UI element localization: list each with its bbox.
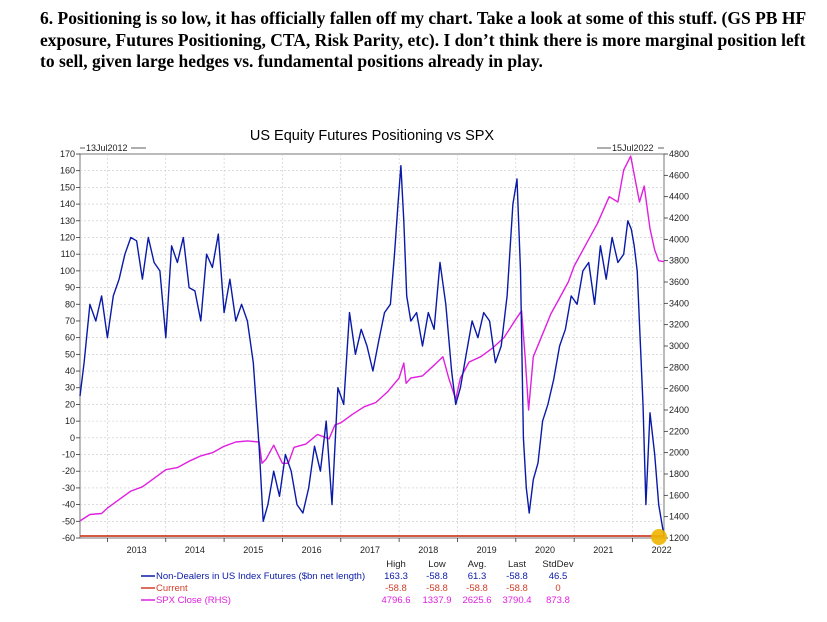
start-date-label: 13Jul2012	[86, 143, 128, 153]
right-tick-label: 4000	[669, 234, 689, 244]
right-tick-label: 4400	[669, 192, 689, 202]
legend-label-positioning: Non-Dealers in US Index Futures ($bn net…	[156, 571, 365, 582]
left-tick-label: 70	[65, 316, 75, 326]
left-tick-label: -30	[62, 483, 75, 493]
stats-table: High Low Avg. Last StdDev 163.3 -58.8 61…	[381, 559, 573, 606]
x-tick-label: 2021	[593, 545, 613, 555]
last-value-highlight	[651, 529, 667, 545]
article-heading: 6. Positioning is so low, it has officia…	[40, 8, 806, 71]
left-tick-label: 80	[65, 299, 75, 309]
right-tick-label: 3600	[669, 277, 689, 287]
left-axis: -60 -50 -40 -30 -20 -10 0 10 20 30 40 50 60 70 80 90 100…	[60, 149, 80, 543]
right-tick-label: 2000	[669, 448, 689, 458]
left-tick-label: 110	[61, 249, 75, 259]
stat-pos-last: -58.8	[506, 571, 528, 582]
stat-cur-last: -58.8	[506, 583, 528, 594]
stat-pos-avg: 61.3	[468, 571, 487, 582]
series-line-positioning	[79, 164, 665, 537]
right-tick-label: 3400	[669, 298, 689, 308]
left-tick-label: 160	[60, 166, 75, 176]
left-tick-label: 100	[60, 266, 75, 276]
x-tick-label: 2015	[243, 545, 263, 555]
right-tick-label: 4600	[669, 170, 689, 180]
left-tick-label: 20	[65, 399, 75, 409]
legend-label-spx: SPX Close (RHS)	[156, 595, 231, 606]
left-tick-label: 150	[60, 182, 75, 192]
left-tick-label: -60	[62, 533, 75, 543]
right-tick-label: 1400	[669, 512, 689, 522]
left-tick-label: 130	[60, 216, 75, 226]
left-tick-label: 90	[65, 283, 75, 293]
x-tick-label: 2018	[418, 545, 438, 555]
stat-header-stddev: StdDev	[542, 559, 573, 570]
plot-area	[79, 153, 665, 539]
stat-pos-high: 163.3	[384, 571, 408, 582]
x-tick-label: 2022	[652, 545, 672, 555]
end-date-label: 15Jul2022	[612, 143, 654, 153]
chart-title: US Equity Futures Positioning vs SPX	[250, 128, 495, 144]
right-tick-label: 2600	[669, 384, 689, 394]
stat-spx-avg: 2625.6	[462, 595, 491, 606]
right-tick-label: 2800	[669, 362, 689, 372]
right-axis: 1200 1400 1600 1800 2000 2200 2400 2600 2800 3000…	[664, 149, 689, 543]
left-tick-label: 40	[65, 366, 75, 376]
left-tick-label: 50	[65, 349, 75, 359]
stat-pos-stddev: 46.5	[549, 571, 568, 582]
left-tick-label: 10	[65, 416, 75, 426]
right-tick-label: 1200	[669, 533, 689, 543]
legend: Non-Dealers in US Index Futures ($bn net…	[141, 571, 365, 606]
x-tick-label: 2020	[535, 545, 555, 555]
right-tick-label: 3800	[669, 256, 689, 266]
left-tick-label: 0	[70, 433, 75, 443]
stat-spx-low: 1337.9	[422, 595, 451, 606]
x-tick-label: 2017	[360, 545, 380, 555]
right-tick-label: 2200	[669, 426, 689, 436]
right-tick-label: 4200	[669, 213, 689, 223]
stat-cur-avg: -58.8	[466, 583, 488, 594]
series-line-spx	[79, 155, 665, 522]
left-tick-label: 60	[65, 333, 75, 343]
left-tick-label: -50	[62, 516, 75, 526]
legend-label-current: Current	[156, 583, 188, 594]
stat-header-high: High	[386, 559, 406, 570]
stat-cur-high: -58.8	[385, 583, 407, 594]
stat-spx-last: 3790.4	[502, 595, 531, 606]
left-tick-label: 120	[60, 232, 75, 242]
x-tick-label: 2014	[185, 545, 205, 555]
stat-header-low: Low	[428, 559, 446, 570]
left-tick-label: 170	[60, 149, 75, 159]
stat-cur-stddev: 0	[555, 583, 560, 594]
x-tick-label: 2013	[127, 545, 147, 555]
right-tick-label: 4800	[669, 149, 689, 159]
left-tick-label: 30	[65, 383, 75, 393]
stat-pos-low: -58.8	[426, 571, 448, 582]
x-tick-label: 2019	[477, 545, 497, 555]
x-tick-label: 2016	[302, 545, 322, 555]
series-layer	[79, 155, 665, 537]
stat-spx-stddev: 873.8	[546, 595, 570, 606]
right-tick-label: 3200	[669, 320, 689, 330]
stat-spx-high: 4796.6	[381, 595, 410, 606]
stat-header-last: Last	[508, 559, 526, 570]
right-tick-label: 2400	[669, 405, 689, 415]
right-tick-label: 1800	[669, 469, 689, 479]
left-tick-label: 140	[60, 199, 75, 209]
right-tick-label: 1600	[669, 490, 689, 500]
x-axis: 2013 2014 2015 2016 2017 2018 2019 2020 2021 2022	[107, 538, 672, 555]
left-tick-label: -40	[62, 500, 75, 510]
left-tick-label: -10	[62, 450, 75, 460]
stat-header-avg: Avg.	[468, 559, 487, 570]
left-tick-label: -20	[62, 466, 75, 476]
stat-cur-low: -58.8	[426, 583, 448, 594]
right-tick-label: 3000	[669, 341, 689, 351]
